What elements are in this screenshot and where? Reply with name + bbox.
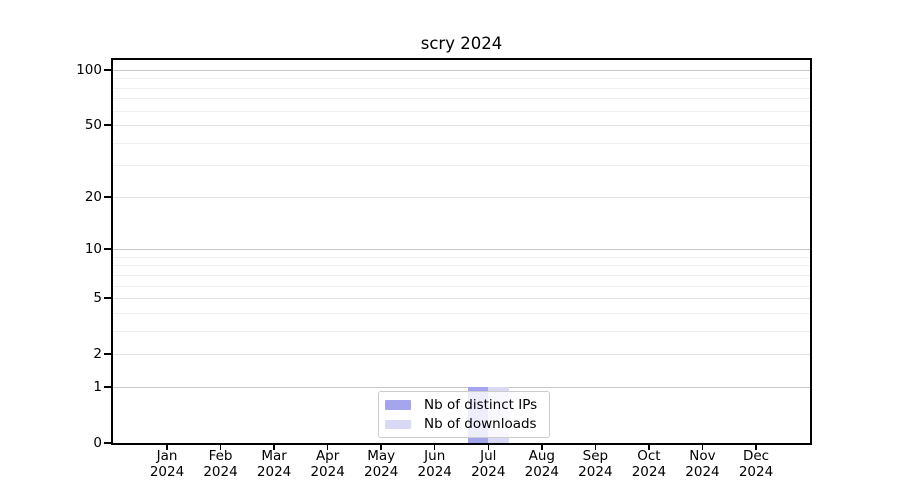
x-tick-mark (273, 445, 275, 450)
minor-gridline (113, 110, 810, 112)
minor-gridline (113, 142, 810, 144)
x-tick-mark (433, 445, 436, 450)
x-tick-month: Jan (156, 448, 178, 464)
x-tick-month: Sep (582, 448, 609, 464)
legend-swatch (385, 400, 411, 410)
x-tick-year: 2024 (256, 463, 292, 480)
y-tick-mark (104, 442, 111, 444)
minor-gridline (113, 78, 810, 80)
minor-gridline (113, 98, 810, 100)
x-tick-mark (541, 445, 543, 450)
x-tick-year: 2024 (738, 463, 774, 480)
y-tick-mark (104, 297, 111, 299)
y-tick-label: 2 (93, 346, 102, 363)
x-tick-label: Mar 2024 (242, 448, 306, 480)
minor-gridline (113, 285, 810, 287)
y-tick-mark (104, 69, 111, 71)
minor-gridline (113, 330, 810, 332)
x-tick-label: Jun 2024 (403, 448, 467, 480)
x-tick-mark (487, 445, 490, 450)
major-gridline (113, 249, 810, 251)
minor-gridline (113, 265, 810, 267)
y-tick-mark (104, 386, 111, 388)
legend: Nb of distinct IPs Nb of downloads (378, 391, 550, 438)
y-tick-label: 100 (76, 62, 102, 78)
y-tick-label: 0 (93, 435, 102, 451)
minor-gridline (113, 274, 810, 276)
y-tick-mark (104, 196, 111, 198)
x-tick-month: Aug (528, 448, 555, 464)
legend-entry: Nb of distinct IPs (385, 395, 549, 415)
x-tick-label: Jan 2024 (135, 448, 199, 480)
x-tick-year: 2024 (631, 463, 667, 480)
x-tick-month: Nov (689, 448, 716, 464)
x-tick-label: Oct 2024 (617, 448, 681, 480)
minor-gridline (113, 87, 810, 89)
x-tick-month: Dec (742, 448, 770, 464)
legend-label: Nb of distinct IPs (424, 396, 538, 413)
x-tick-year: 2024 (471, 463, 506, 480)
x-tick-year: 2024 (578, 463, 613, 480)
x-tick-label: Nov 2024 (670, 448, 734, 480)
x-tick-mark (755, 445, 757, 450)
x-tick-label: Feb 2024 (189, 448, 253, 480)
minor-gridline (113, 165, 810, 167)
major-gridline (113, 125, 810, 127)
x-tick-year: 2024 (363, 463, 399, 480)
x-tick-label: Jul 2024 (456, 448, 520, 480)
x-tick-year: 2024 (417, 463, 452, 480)
y-tick-label: 5 (93, 290, 102, 307)
x-tick-year: 2024 (524, 463, 559, 480)
legend-label: Nb of downloads (424, 416, 537, 433)
x-tick-mark (380, 445, 382, 450)
major-gridline (113, 196, 810, 198)
x-tick-year: 2024 (149, 463, 185, 480)
x-tick-mark (326, 445, 329, 450)
minor-gridline (113, 312, 810, 314)
x-tick-month: May (367, 448, 396, 464)
x-tick-mark (219, 445, 222, 450)
x-tick-label: Dec 2024 (724, 448, 788, 480)
x-tick-month: Feb (208, 448, 233, 464)
y-tick-label: 20 (84, 188, 102, 205)
x-tick-label: Aug 2024 (510, 448, 574, 480)
legend-swatch (385, 419, 411, 429)
y-tick-label: 50 (84, 117, 102, 134)
x-tick-month: Jun (424, 448, 446, 464)
minor-gridline (113, 256, 810, 258)
chart-title: scry 2024 (420, 34, 503, 53)
x-tick-mark (166, 445, 168, 450)
x-tick-month: Apr (315, 448, 340, 464)
major-gridline (113, 354, 810, 356)
x-tick-month: Mar (261, 448, 287, 464)
x-tick-month: Oct (637, 448, 661, 464)
y-tick-label: 1 (93, 378, 102, 395)
major-gridline (113, 70, 810, 71)
x-tick-label: Apr 2024 (296, 448, 360, 480)
x-tick-mark (594, 445, 597, 450)
x-tick-mark (701, 445, 704, 450)
x-tick-year: 2024 (203, 463, 238, 480)
x-tick-month: Jul (480, 448, 497, 464)
major-gridline (113, 298, 810, 300)
y-tick-mark (104, 248, 111, 250)
plot-area (113, 60, 810, 443)
x-tick-year: 2024 (310, 463, 345, 480)
x-tick-label: Sep 2024 (563, 448, 627, 480)
y-tick-mark (104, 353, 111, 355)
major-gridline (113, 386, 810, 388)
legend-entry: Nb of downloads (385, 415, 549, 435)
x-tick-label: May 2024 (349, 448, 413, 480)
x-tick-year: 2024 (685, 463, 720, 480)
y-tick-mark (104, 124, 111, 127)
x-tick-mark (648, 445, 650, 450)
y-tick-label: 10 (84, 241, 102, 258)
